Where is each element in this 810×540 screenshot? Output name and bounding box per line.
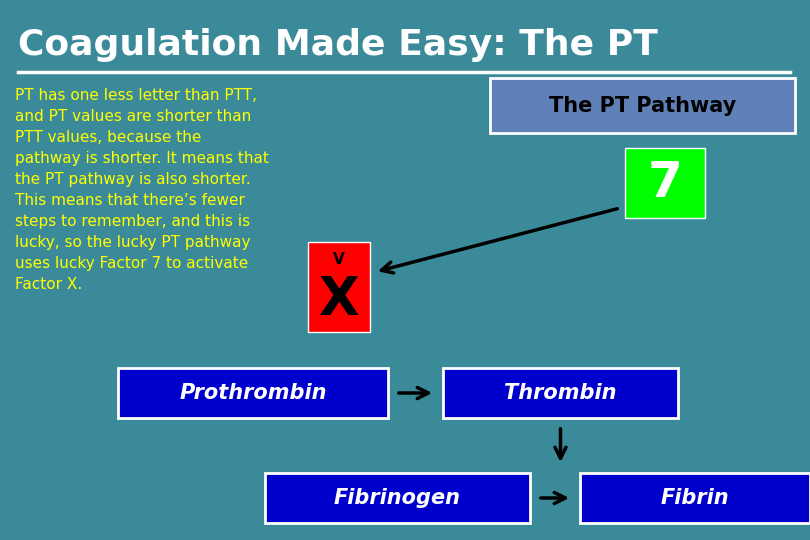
Text: 7: 7 [647, 159, 683, 207]
Text: PT has one less letter than PTT,
and PT values are shorter than
PTT values, beca: PT has one less letter than PTT, and PT … [15, 88, 269, 292]
FancyBboxPatch shape [625, 148, 705, 218]
Text: The PT Pathway: The PT Pathway [549, 96, 736, 116]
Text: Fibrinogen: Fibrinogen [334, 488, 461, 508]
Text: Prothrombin: Prothrombin [179, 383, 326, 403]
Text: Thrombin: Thrombin [505, 383, 616, 403]
FancyBboxPatch shape [308, 242, 370, 332]
Text: X: X [318, 274, 360, 326]
Text: V: V [333, 253, 345, 267]
FancyBboxPatch shape [443, 368, 678, 418]
Text: Fibrin: Fibrin [661, 488, 729, 508]
Text: Coagulation Made Easy: The PT: Coagulation Made Easy: The PT [18, 28, 658, 62]
FancyBboxPatch shape [580, 473, 810, 523]
FancyBboxPatch shape [118, 368, 388, 418]
FancyBboxPatch shape [490, 78, 795, 133]
FancyBboxPatch shape [265, 473, 530, 523]
